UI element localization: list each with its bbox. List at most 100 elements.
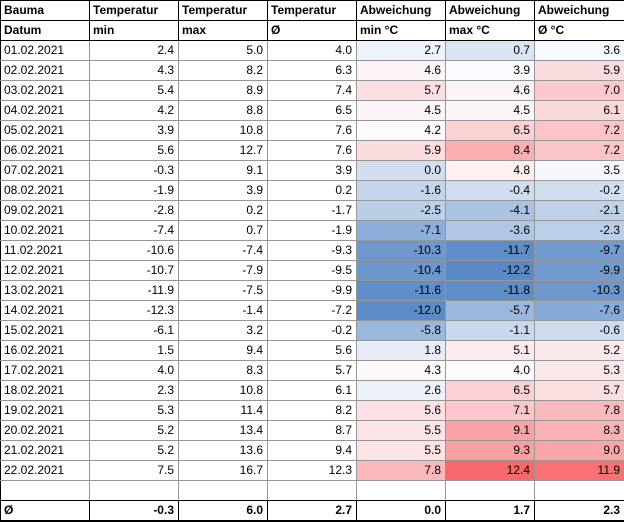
- dev-min-cell[interactable]: 4.5: [357, 101, 446, 121]
- dev-min-cell[interactable]: 2.6: [357, 381, 446, 401]
- dev-min-cell[interactable]: 5.7: [357, 81, 446, 101]
- temp-avg-cell[interactable]: 5.6: [268, 341, 357, 361]
- temp-min-group-header[interactable]: Temperatur: [90, 1, 179, 21]
- temp-min-cell[interactable]: -2.8: [90, 201, 179, 221]
- dev-min-cell[interactable]: 5.5: [357, 421, 446, 441]
- datum-header-cell[interactable]: Datum: [1, 21, 90, 41]
- date-cell[interactable]: 11.02.2021: [1, 241, 90, 261]
- empty-cell[interactable]: [268, 481, 357, 501]
- date-cell[interactable]: 07.02.2021: [1, 161, 90, 181]
- empty-cell[interactable]: [1, 481, 90, 501]
- dev-min-cell[interactable]: 4.3: [357, 361, 446, 381]
- dev-max-cell[interactable]: -12.2: [446, 261, 535, 281]
- dev-min-cell[interactable]: 7.8: [357, 461, 446, 481]
- dev-avg-cell[interactable]: 3.5: [535, 161, 624, 181]
- dev-max-cell[interactable]: 12.4: [446, 461, 535, 481]
- temp-min-cell[interactable]: -11.9: [90, 281, 179, 301]
- temp-min-cell[interactable]: 4.2: [90, 101, 179, 121]
- dev-avg-cell[interactable]: -2.1: [535, 201, 624, 221]
- date-cell[interactable]: 03.02.2021: [1, 81, 90, 101]
- temp-max-header-cell[interactable]: max: [179, 21, 268, 41]
- temp-max-cell[interactable]: 8.2: [179, 61, 268, 81]
- summary-dev-max-cell[interactable]: 1.7: [446, 501, 535, 522]
- station-header-cell[interactable]: Bauma: [1, 1, 90, 21]
- temp-max-cell[interactable]: 8.9: [179, 81, 268, 101]
- dev-min-cell[interactable]: -10.3: [357, 241, 446, 261]
- temp-min-cell[interactable]: 2.4: [90, 41, 179, 61]
- dev-max-cell[interactable]: 4.0: [446, 361, 535, 381]
- dev-avg-group-header[interactable]: Abweichung: [535, 1, 624, 21]
- dev-avg-cell[interactable]: 7.8: [535, 401, 624, 421]
- temp-max-cell[interactable]: 9.4: [179, 341, 268, 361]
- dev-min-cell[interactable]: 5.6: [357, 401, 446, 421]
- dev-avg-cell[interactable]: 5.2: [535, 341, 624, 361]
- dev-avg-cell[interactable]: -9.7: [535, 241, 624, 261]
- dev-max-cell[interactable]: 0.7: [446, 41, 535, 61]
- date-cell[interactable]: 19.02.2021: [1, 401, 90, 421]
- temp-max-cell[interactable]: 10.8: [179, 121, 268, 141]
- temp-min-cell[interactable]: 2.3: [90, 381, 179, 401]
- dev-avg-cell[interactable]: -0.2: [535, 181, 624, 201]
- temp-avg-cell[interactable]: -0.2: [268, 321, 357, 341]
- temp-min-cell[interactable]: 5.2: [90, 421, 179, 441]
- temp-avg-cell[interactable]: 9.4: [268, 441, 357, 461]
- temp-min-cell[interactable]: -7.4: [90, 221, 179, 241]
- temp-avg-header-cell[interactable]: Ø: [268, 21, 357, 41]
- dev-max-cell[interactable]: 3.9: [446, 61, 535, 81]
- dev-min-cell[interactable]: 4.6: [357, 61, 446, 81]
- temp-min-cell[interactable]: 5.3: [90, 401, 179, 421]
- temp-min-cell[interactable]: -6.1: [90, 321, 179, 341]
- temp-max-cell[interactable]: 16.7: [179, 461, 268, 481]
- dev-avg-cell[interactable]: 8.3: [535, 421, 624, 441]
- dev-max-cell[interactable]: 8.4: [446, 141, 535, 161]
- temp-min-cell[interactable]: 5.4: [90, 81, 179, 101]
- dev-max-cell[interactable]: -1.1: [446, 321, 535, 341]
- temp-max-cell[interactable]: 13.6: [179, 441, 268, 461]
- temp-avg-cell[interactable]: 7.4: [268, 81, 357, 101]
- temp-avg-cell[interactable]: -1.7: [268, 201, 357, 221]
- dev-max-cell[interactable]: 9.1: [446, 421, 535, 441]
- temp-min-cell[interactable]: 3.9: [90, 121, 179, 141]
- temp-max-cell[interactable]: -1.4: [179, 301, 268, 321]
- dev-max-cell[interactable]: -11.8: [446, 281, 535, 301]
- date-cell[interactable]: 05.02.2021: [1, 121, 90, 141]
- temp-min-cell[interactable]: -12.3: [90, 301, 179, 321]
- temp-max-cell[interactable]: 8.3: [179, 361, 268, 381]
- dev-avg-cell[interactable]: -10.3: [535, 281, 624, 301]
- summary-temp-avg-cell[interactable]: 2.7: [268, 501, 357, 522]
- temp-max-cell[interactable]: 0.7: [179, 221, 268, 241]
- temp-max-cell[interactable]: -7.4: [179, 241, 268, 261]
- temp-max-cell[interactable]: 10.8: [179, 381, 268, 401]
- dev-avg-cell[interactable]: 5.9: [535, 61, 624, 81]
- summary-dev-avg-cell[interactable]: 2.3: [535, 501, 624, 522]
- dev-min-cell[interactable]: 1.8: [357, 341, 446, 361]
- dev-min-cell[interactable]: -12.0: [357, 301, 446, 321]
- temp-avg-cell[interactable]: 4.0: [268, 41, 357, 61]
- date-cell[interactable]: 15.02.2021: [1, 321, 90, 341]
- temp-max-cell[interactable]: 13.4: [179, 421, 268, 441]
- temp-avg-group-header[interactable]: Temperatur: [268, 1, 357, 21]
- dev-avg-cell[interactable]: -2.3: [535, 221, 624, 241]
- temp-min-cell[interactable]: -1.9: [90, 181, 179, 201]
- temp-max-group-header[interactable]: Temperatur: [179, 1, 268, 21]
- date-cell[interactable]: 21.02.2021: [1, 441, 90, 461]
- dev-max-group-header[interactable]: Abweichung: [446, 1, 535, 21]
- temp-min-cell[interactable]: -10.7: [90, 261, 179, 281]
- temp-min-cell[interactable]: 7.5: [90, 461, 179, 481]
- dev-avg-header-cell[interactable]: Ø °C: [535, 21, 624, 41]
- temp-min-cell[interactable]: 5.2: [90, 441, 179, 461]
- date-cell[interactable]: 18.02.2021: [1, 381, 90, 401]
- dev-max-cell[interactable]: -4.1: [446, 201, 535, 221]
- dev-min-cell[interactable]: -2.5: [357, 201, 446, 221]
- date-cell[interactable]: 12.02.2021: [1, 261, 90, 281]
- temp-avg-cell[interactable]: -9.9: [268, 281, 357, 301]
- date-cell[interactable]: 02.02.2021: [1, 61, 90, 81]
- temp-max-cell[interactable]: 9.1: [179, 161, 268, 181]
- temp-avg-cell[interactable]: 12.3: [268, 461, 357, 481]
- temp-min-cell[interactable]: -0.3: [90, 161, 179, 181]
- temp-avg-cell[interactable]: -9.3: [268, 241, 357, 261]
- temp-avg-cell[interactable]: 0.2: [268, 181, 357, 201]
- dev-avg-cell[interactable]: -0.6: [535, 321, 624, 341]
- dev-min-cell[interactable]: 2.7: [357, 41, 446, 61]
- date-cell[interactable]: 17.02.2021: [1, 361, 90, 381]
